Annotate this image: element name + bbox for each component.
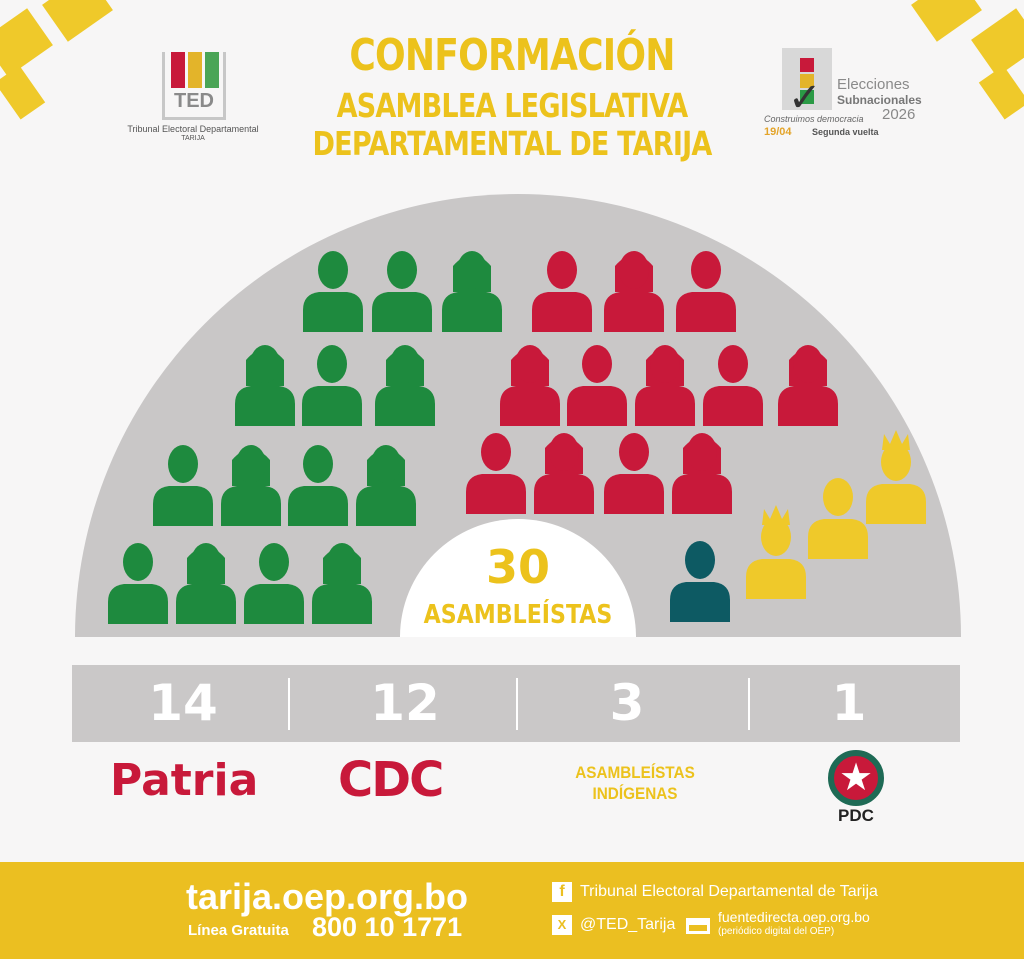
seat-patria	[303, 251, 363, 332]
seat-indigenas	[808, 478, 868, 559]
facebook-icon: f	[552, 882, 572, 902]
seat-cdc	[635, 345, 695, 426]
seat-cdc	[676, 251, 736, 332]
seat-indigenas	[746, 505, 806, 599]
seat-cdc	[534, 433, 594, 514]
check-icon: ✓	[788, 76, 822, 120]
seats-pdc: 1	[831, 674, 867, 732]
seat-cdc	[778, 345, 838, 426]
hemicycle-inner	[400, 519, 636, 637]
seat-cdc	[604, 251, 664, 332]
total-seats: 30	[485, 540, 550, 594]
seat-patria	[356, 445, 416, 526]
election-logo: ✓ Elecciones Subnacionales 2026 Construi…	[764, 48, 932, 143]
seat-patria	[221, 445, 281, 526]
seat-patria	[375, 345, 435, 426]
pdc-label: PDC	[838, 806, 874, 825]
x-icon: X	[552, 915, 572, 935]
seat-patria	[372, 251, 432, 332]
seat-cdc	[604, 433, 664, 514]
seat-patria	[108, 543, 168, 624]
seat-patria	[235, 345, 295, 426]
seats-cdc: 12	[370, 674, 440, 732]
seat-cdc	[532, 251, 592, 332]
pdc-star-logo: ★	[828, 750, 884, 806]
patria-logo: Patria	[110, 755, 259, 806]
hotline: 800 10 1771	[312, 912, 463, 942]
indigenas-label: ASAMBLEÍSTAS INDÍGENAS	[575, 763, 695, 803]
ted-place: TARIJA	[181, 135, 205, 142]
website-link[interactable]: tarija.oep.org.bo	[186, 876, 469, 917]
seat-patria	[288, 445, 348, 526]
seat-patria	[442, 251, 502, 332]
seat-cdc	[703, 345, 763, 426]
seat-patria	[244, 543, 304, 624]
seat-cdc	[500, 345, 560, 426]
page-subtitle-1: ASAMBLEA LEGISLATIVA	[336, 86, 689, 125]
newspaper-icon	[686, 918, 710, 934]
ted-logo: TED	[162, 52, 226, 120]
seats-patria: 14	[148, 674, 218, 732]
page-title: CONFORMACIÓN	[349, 30, 675, 81]
hemicycle-chart	[75, 194, 961, 637]
seat-patria	[176, 543, 236, 624]
cdc-logo: CDC	[338, 752, 444, 808]
seat-cdc	[672, 433, 732, 514]
seat-patria	[302, 345, 362, 426]
seat-pdc	[670, 541, 730, 622]
ted-name: Tribunal Electoral Departamental	[127, 124, 259, 134]
seat-cdc	[567, 345, 627, 426]
seat-indigenas	[866, 430, 926, 524]
seat-patria	[153, 445, 213, 526]
seat-cdc	[466, 433, 526, 514]
seats-indigenas: 3	[609, 674, 645, 732]
facebook-link[interactable]: Tribunal Electoral Departamental de Tari…	[580, 883, 878, 900]
news-link[interactable]: fuentedirecta.oep.org.bo	[718, 909, 870, 925]
total-label: ASAMBLEÍSTAS	[423, 600, 613, 630]
seat-patria	[312, 543, 372, 624]
footer: tarija.oep.org.bo Línea Gratuita 800 10 …	[0, 862, 1024, 959]
twitter-link[interactable]: @TED_Tarija	[580, 916, 676, 933]
page-subtitle-2: DEPARTAMENTAL DE TARIJA	[312, 124, 713, 163]
